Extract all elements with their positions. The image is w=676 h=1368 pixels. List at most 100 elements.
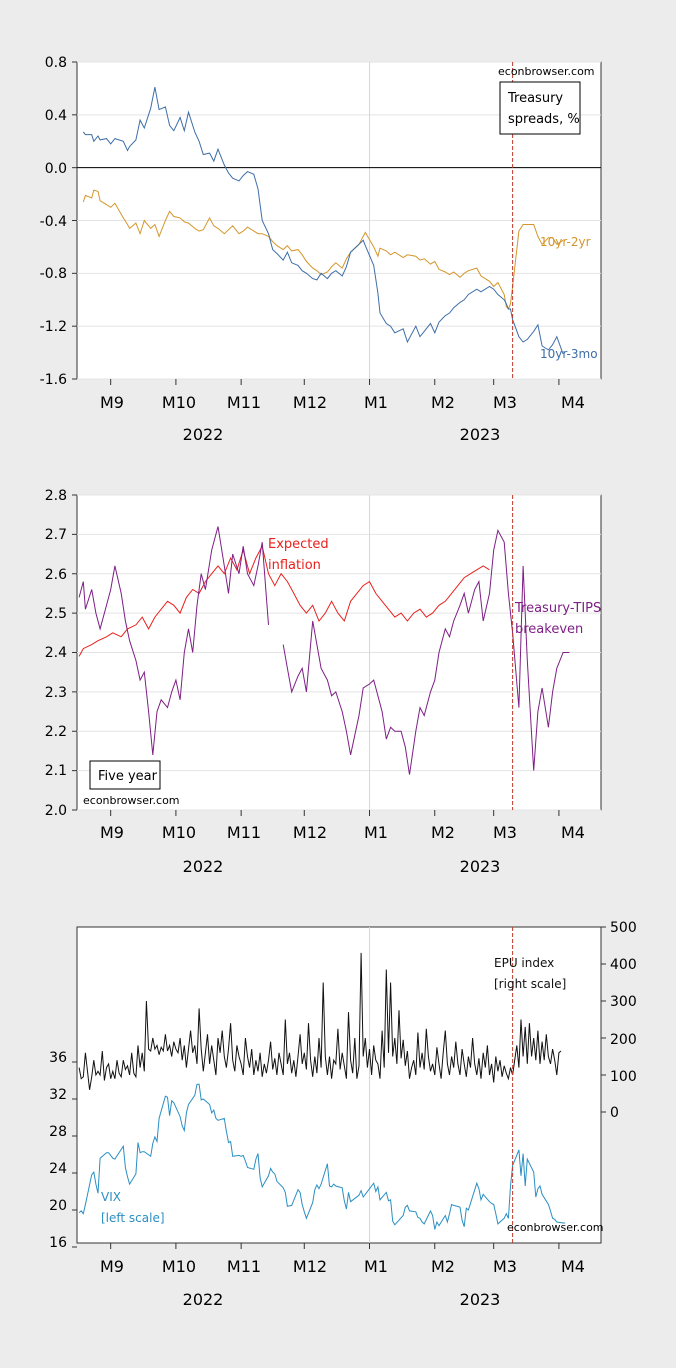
- month-label: M10: [162, 823, 196, 842]
- series-label-line: Treasury-TIPS: [514, 601, 601, 616]
- series-expected-inflation: [78, 544, 490, 657]
- month-label: M1: [364, 1257, 388, 1276]
- month-label: M10: [162, 393, 196, 412]
- y-tick-labels: 0.8 0.4 0.0 -0.4 -0.8 -1.2 -1.6: [40, 55, 67, 388]
- left-tick-labels: 36 32 28 24 20 16: [49, 1050, 67, 1251]
- month-label: M2: [431, 1257, 455, 1276]
- month-label: M11: [227, 393, 261, 412]
- month-label: M12: [293, 1257, 327, 1276]
- month-label: M9: [100, 393, 124, 412]
- year-label: 2023: [460, 857, 501, 876]
- y-tick-labels: 2.8 2.7 2.6 2.5 2.4 2.3 2.2 2.1 2.0: [45, 488, 67, 819]
- month-label: M11: [227, 1257, 261, 1276]
- month-label: M4: [561, 393, 585, 412]
- month-label: M10: [162, 1257, 196, 1276]
- month-labels: M9 M10 M11 M12 M1 M2 M3 M4: [100, 823, 585, 842]
- watermark: econbrowser.com: [507, 1221, 604, 1234]
- month-labels: M9 M10 M11 M12 M1 M2 M3 M4: [100, 1257, 585, 1276]
- month-label: M12: [293, 823, 327, 842]
- month-label: M11: [227, 823, 261, 842]
- watermark: econbrowser.com: [498, 65, 595, 78]
- series-treasury-tips-breakeven: [78, 526, 570, 775]
- right-tick-labels: 500 400 300 200 100 0: [610, 920, 637, 1121]
- month-label: M9: [100, 1257, 124, 1276]
- year-label: 2022: [183, 425, 224, 444]
- y-tick-label: 2.0: [45, 803, 67, 819]
- y-tick-label: 2.1: [45, 763, 67, 779]
- y-tick-label: 2.4: [45, 645, 67, 661]
- month-label: M9: [100, 823, 124, 842]
- month-label: M4: [561, 823, 585, 842]
- series-lines: [82, 87, 564, 355]
- series-label-line: breakeven: [515, 622, 583, 637]
- y-tick-label: 2.5: [45, 606, 67, 622]
- series-label-line: VIX: [101, 1190, 121, 1204]
- month-label: M3: [493, 393, 517, 412]
- plot-area: [76, 926, 602, 1244]
- vix-epu-panel: 36 32 28 24 20 16 500 400 300 200 100 0 …: [49, 920, 637, 1309]
- y-gridlines: [72, 494, 601, 811]
- series-lines: [78, 526, 570, 775]
- month-label: M4: [561, 1257, 585, 1276]
- month-labels: M9 M10 M11 M12 M1 M2 M3 M4: [100, 393, 585, 412]
- right-tick-marks: [601, 926, 606, 1113]
- year-label: 2023: [460, 1290, 501, 1309]
- x-tick-marks: [110, 810, 560, 816]
- left-tick-label: 16: [49, 1235, 67, 1251]
- y-tick-label: 2.3: [45, 685, 67, 701]
- month-label: M1: [364, 393, 388, 412]
- y-tick-label: -1.6: [40, 372, 67, 388]
- series-vix: [78, 1083, 566, 1230]
- right-tick-label: 500: [610, 920, 637, 936]
- y-tick-label: -1.2: [40, 319, 67, 335]
- y-tick-label: 2.6: [45, 567, 67, 583]
- month-label: M3: [493, 823, 517, 842]
- year-label: 2023: [460, 425, 501, 444]
- legend-box-line: spreads, %: [508, 112, 580, 127]
- legend-box-line: Treasury: [507, 91, 563, 106]
- series-label-10yr-3mo: 10yr-3mo: [540, 347, 598, 361]
- legend-box: [89, 760, 161, 790]
- series-label-10yr-2yr: 10yr-2yr: [540, 235, 591, 249]
- year-label: 2022: [183, 857, 224, 876]
- left-tick-label: 36: [49, 1050, 67, 1066]
- legend-box-line: Five year: [98, 769, 158, 784]
- left-tick-label: 28: [49, 1124, 67, 1140]
- series-label-line: EPU index: [494, 956, 554, 970]
- right-tick-label: 100: [610, 1069, 637, 1085]
- year-label: 2022: [183, 1290, 224, 1309]
- y-tick-label: 0.4: [45, 108, 67, 124]
- y-tick-label: 2.2: [45, 724, 67, 740]
- y-tick-label: -0.8: [40, 266, 67, 282]
- month-label: M2: [431, 393, 455, 412]
- x-tick-marks: [110, 1243, 560, 1249]
- y-tick-label: 2.8: [45, 488, 67, 504]
- left-tick-marks: [72, 1061, 77, 1248]
- series-lines: [78, 952, 566, 1230]
- month-label: M2: [431, 823, 455, 842]
- series-label-line: [left scale]: [101, 1211, 165, 1225]
- series-10yr-2yr: [82, 189, 564, 310]
- right-tick-label: 300: [610, 994, 637, 1010]
- treasury-spreads-panel: 0.8 0.4 0.0 -0.4 -0.8 -1.2 -1.6 M9 M10 M…: [40, 55, 602, 444]
- left-tick-label: 32: [49, 1087, 67, 1103]
- five-year-inflation-panel: 2.8 2.7 2.6 2.5 2.4 2.3 2.2 2.1 2.0 M9 M…: [45, 488, 602, 876]
- series-label-line: inflation: [268, 558, 321, 573]
- left-tick-label: 24: [49, 1161, 67, 1177]
- right-tick-label: 200: [610, 1032, 637, 1048]
- right-tick-label: 400: [610, 957, 637, 973]
- left-tick-label: 20: [49, 1198, 67, 1214]
- y-tick-label: 2.7: [45, 527, 67, 543]
- y-tick-label: 0.8: [45, 55, 67, 71]
- series-label-line: [right scale]: [494, 977, 566, 991]
- y-tick-label: -0.4: [40, 214, 67, 230]
- watermark: econbrowser.com: [83, 794, 180, 807]
- series-label-line: Expected: [268, 537, 329, 552]
- y-tick-label: 0.0: [45, 161, 67, 177]
- month-label: M12: [293, 393, 327, 412]
- x-tick-marks: [110, 379, 560, 385]
- series-10yr-3mo: [82, 87, 564, 355]
- month-label: M3: [493, 1257, 517, 1276]
- month-label: M1: [364, 823, 388, 842]
